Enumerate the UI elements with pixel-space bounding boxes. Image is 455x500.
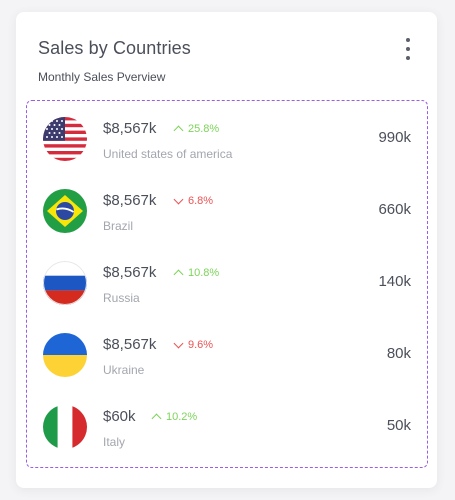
menu-dot <box>406 56 410 60</box>
country-name: Russia <box>103 291 140 305</box>
card-subtitle: Monthly Sales Pverview <box>38 70 166 84</box>
country-row-russia[interactable]: $8,567k 10.8% Russia 140k <box>27 255 427 315</box>
arrow-up-icon <box>173 125 184 136</box>
menu-dot <box>406 38 410 42</box>
brazil-flag-icon <box>43 189 87 233</box>
sales-amount: $60k <box>103 408 136 425</box>
country-row-italy[interactable]: $60k 10.2% Italy 50k <box>27 399 427 459</box>
country-value: 50k <box>386 417 411 434</box>
country-row-ukraine[interactable]: $8,567k 9.6% Ukraine 80k <box>27 327 427 387</box>
arrow-down-icon <box>173 194 184 205</box>
italy-flag-icon <box>43 405 87 449</box>
change-badge-up: 25.8% <box>173 123 220 136</box>
usa-flag-icon <box>43 117 87 161</box>
sales-amount: $8,567k <box>103 192 157 209</box>
change-percent: 10.8% <box>188 267 220 279</box>
change-badge-up: 10.2% <box>151 411 198 424</box>
change-percent: 10.2% <box>166 411 198 423</box>
arrow-down-icon <box>173 338 184 349</box>
country-value: 140k <box>378 273 411 290</box>
card-title: Sales by Countries <box>38 38 191 58</box>
country-value: 660k <box>378 201 411 218</box>
country-value: 990k <box>378 129 411 146</box>
ukraine-flag-icon <box>43 333 87 377</box>
change-percent: 25.8% <box>188 123 220 135</box>
country-name: Italy <box>103 435 126 449</box>
russia-flag-icon <box>43 261 87 305</box>
change-badge-up: 10.8% <box>173 267 220 280</box>
change-badge-down: 6.8% <box>173 194 214 207</box>
country-name: Brazil <box>103 219 134 233</box>
country-row-usa[interactable]: $8,567k 25.8% United states of america 9… <box>27 111 427 171</box>
sales-amount: $8,567k <box>103 120 157 137</box>
change-badge-down: 9.6% <box>173 338 214 351</box>
arrow-up-icon <box>173 269 184 280</box>
kebab-menu-icon[interactable] <box>401 38 415 60</box>
menu-dot <box>406 47 410 51</box>
country-name: United states of america <box>103 147 233 161</box>
country-value: 80k <box>386 345 411 362</box>
change-percent: 9.6% <box>188 339 214 351</box>
sales-by-countries-card: Sales by Countries Monthly Sales Pvervie… <box>16 12 437 488</box>
sales-amount: $8,567k <box>103 336 157 353</box>
sales-amount: $8,567k <box>103 264 157 281</box>
change-percent: 6.8% <box>188 195 214 207</box>
country-name: Ukraine <box>103 363 145 377</box>
country-list: $8,567k 25.8% United states of america 9… <box>26 100 428 468</box>
country-row-brazil[interactable]: $8,567k 6.8% Brazil 660k <box>27 183 427 243</box>
arrow-up-icon <box>151 413 162 424</box>
